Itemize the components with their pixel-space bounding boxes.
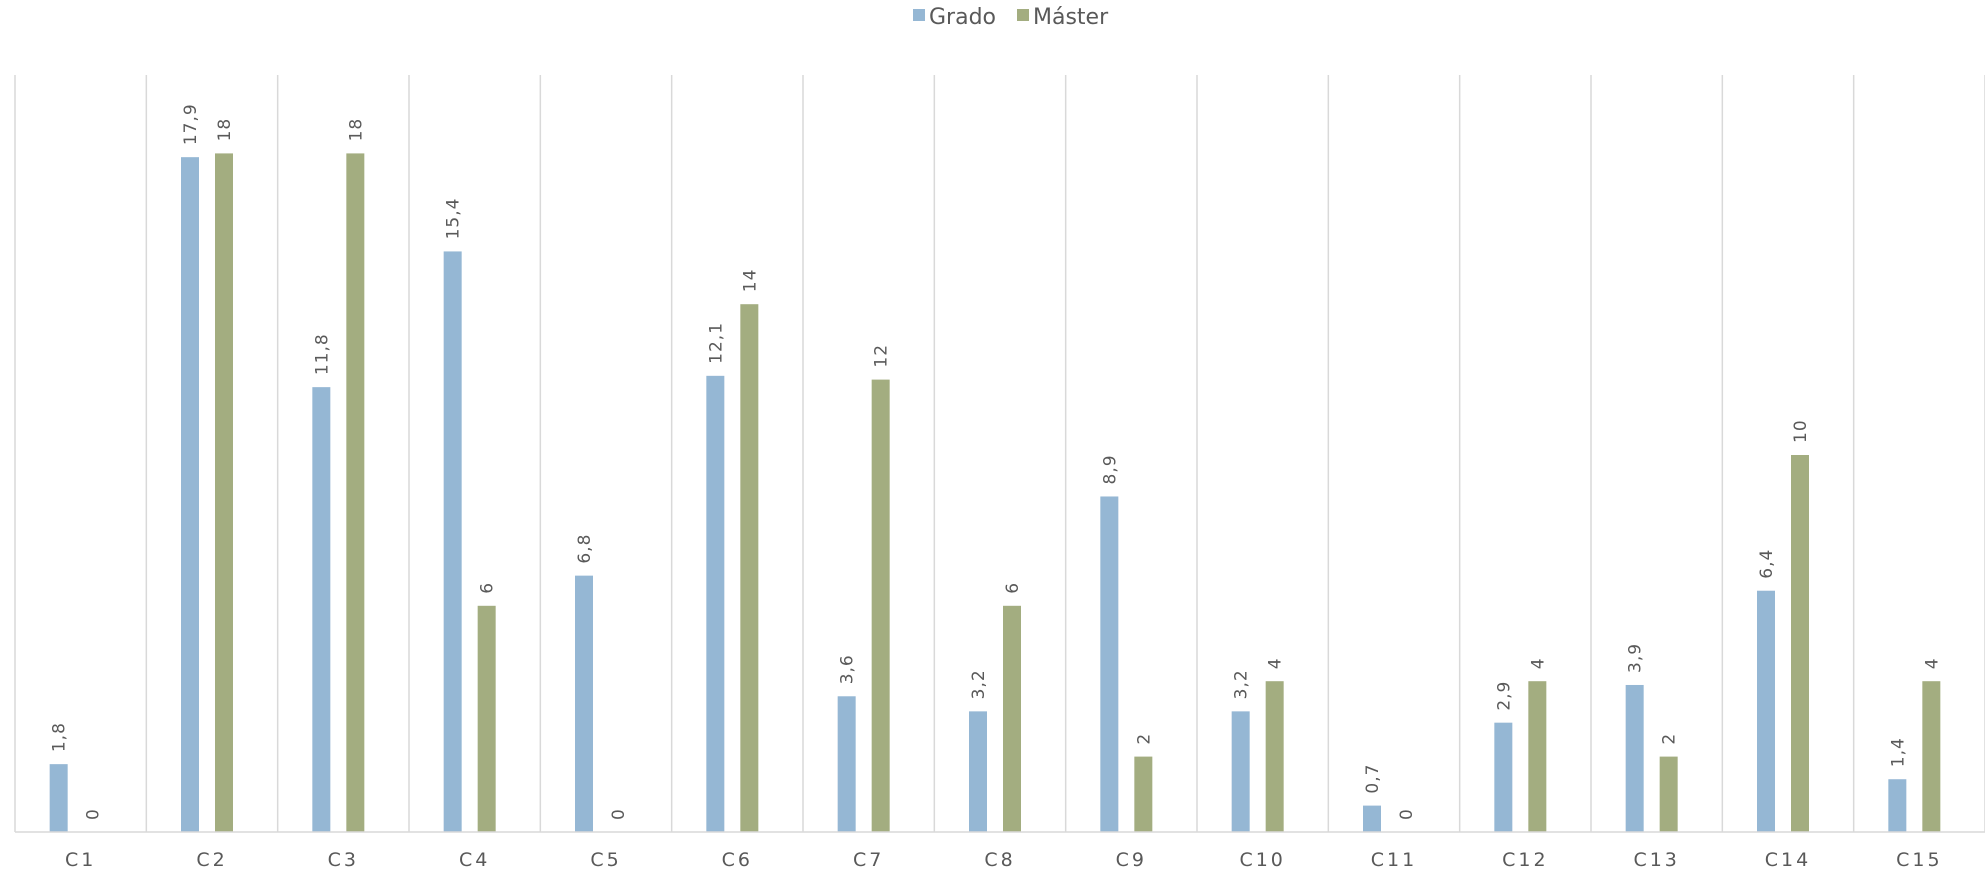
data-label: 0,7 bbox=[1363, 764, 1383, 794]
bar-mster-c2 bbox=[215, 153, 233, 832]
data-label: 1,4 bbox=[1888, 737, 1908, 767]
bar-grado-c1 bbox=[49, 764, 68, 832]
bar-mster-c15 bbox=[1922, 681, 1941, 832]
bar-grado-c8 bbox=[969, 711, 987, 832]
bar-mster-c7 bbox=[871, 379, 890, 832]
bar-mster-c12 bbox=[1528, 681, 1547, 832]
legend-label-master: Máster bbox=[1033, 5, 1109, 30]
bar-grado-c13 bbox=[1625, 684, 1644, 832]
bars bbox=[49, 153, 1941, 833]
bar-grado-c4 bbox=[443, 251, 462, 833]
bar-grado-c14 bbox=[1757, 590, 1775, 832]
data-label: 3,2 bbox=[969, 669, 989, 699]
data-label: 6,4 bbox=[1757, 549, 1777, 579]
bar-grado-c12 bbox=[1494, 722, 1513, 832]
x-tick-label: C5 bbox=[590, 849, 621, 871]
bar-grado-c3 bbox=[312, 387, 331, 832]
legend-label-grado: Grado bbox=[929, 5, 996, 30]
bar-mster-c13 bbox=[1659, 756, 1678, 832]
data-label: 12,1 bbox=[706, 322, 726, 364]
data-label: 11,8 bbox=[312, 333, 332, 375]
bar-mster-c14 bbox=[1791, 455, 1809, 832]
data-label: 8,9 bbox=[1100, 454, 1120, 484]
x-tick-label: C3 bbox=[328, 849, 359, 871]
legend-swatch-grado bbox=[913, 9, 925, 21]
x-tick-label: C9 bbox=[1116, 849, 1147, 871]
bar-grado-c6 bbox=[706, 375, 725, 832]
data-labels: 1,8 0 17,9 18 11,8 18 15,4 6 6,8 0 12,1 14 3,6 12 3,2 6… bbox=[50, 103, 1943, 820]
data-label: 2,9 bbox=[1494, 681, 1514, 711]
bar-grado-c11 bbox=[1363, 805, 1381, 832]
data-label: 15,4 bbox=[444, 198, 464, 240]
bar-mster-c9 bbox=[1134, 756, 1153, 832]
bar-grado-c2 bbox=[181, 157, 199, 833]
bar-grado-c5 bbox=[575, 575, 593, 832]
data-label: 0 bbox=[1397, 808, 1417, 820]
data-label: 6 bbox=[1003, 582, 1023, 594]
data-label: 4 bbox=[1528, 657, 1548, 669]
data-label: 18 bbox=[215, 118, 235, 142]
data-label: 12 bbox=[872, 344, 892, 368]
data-label: 4 bbox=[1922, 657, 1942, 669]
data-label: 14 bbox=[740, 269, 760, 293]
x-tick-label: C13 bbox=[1633, 849, 1679, 871]
x-tick-label: C7 bbox=[853, 849, 884, 871]
data-label: 0 bbox=[609, 808, 629, 820]
data-label: 2 bbox=[1660, 733, 1680, 745]
x-tick-label: C4 bbox=[459, 849, 490, 871]
bar-mster-c8 bbox=[1003, 605, 1021, 832]
data-label: 6,8 bbox=[575, 534, 595, 564]
x-tick-label: C11 bbox=[1371, 849, 1417, 871]
bar-mster-c10 bbox=[1265, 681, 1284, 832]
x-tick-label: C2 bbox=[196, 849, 227, 871]
data-label: 3,9 bbox=[1626, 643, 1646, 673]
x-tick-label: C1 bbox=[65, 849, 96, 871]
bar-grado-c15 bbox=[1888, 779, 1907, 832]
bar-mster-c6 bbox=[740, 304, 759, 832]
data-label: 4 bbox=[1266, 657, 1286, 669]
data-label: 3,6 bbox=[838, 654, 858, 684]
x-tick-label: C12 bbox=[1502, 849, 1548, 871]
x-tick-label: C14 bbox=[1765, 849, 1811, 871]
data-label: 3,2 bbox=[1232, 669, 1252, 699]
gridlines bbox=[14, 75, 1985, 832]
data-label: 2 bbox=[1134, 733, 1154, 745]
bar-grado-c10 bbox=[1231, 711, 1250, 832]
data-label: 1,8 bbox=[50, 722, 70, 752]
x-tick-label: C6 bbox=[722, 849, 753, 871]
data-label: 10 bbox=[1791, 419, 1811, 443]
bar-grado-c9 bbox=[1100, 496, 1119, 832]
bar-mster-c4 bbox=[477, 605, 496, 832]
data-label: 18 bbox=[346, 118, 366, 142]
legend-swatch-master bbox=[1017, 9, 1029, 21]
data-label: 17,9 bbox=[181, 103, 201, 145]
x-axis: C1 C2 C3 C4 C5 C6 C7 C8 C9 C10 C11 C12 C13 C14 C15 bbox=[15, 831, 1985, 871]
bar-grado-c7 bbox=[837, 696, 856, 832]
x-tick-label: C15 bbox=[1896, 849, 1942, 871]
x-tick-label: C10 bbox=[1239, 849, 1285, 871]
legend: Grado Máster bbox=[913, 5, 1109, 30]
bar-mster-c3 bbox=[346, 153, 365, 832]
data-label: 6 bbox=[478, 582, 498, 594]
data-label: 0 bbox=[84, 808, 104, 820]
x-tick-label: C8 bbox=[984, 849, 1015, 871]
